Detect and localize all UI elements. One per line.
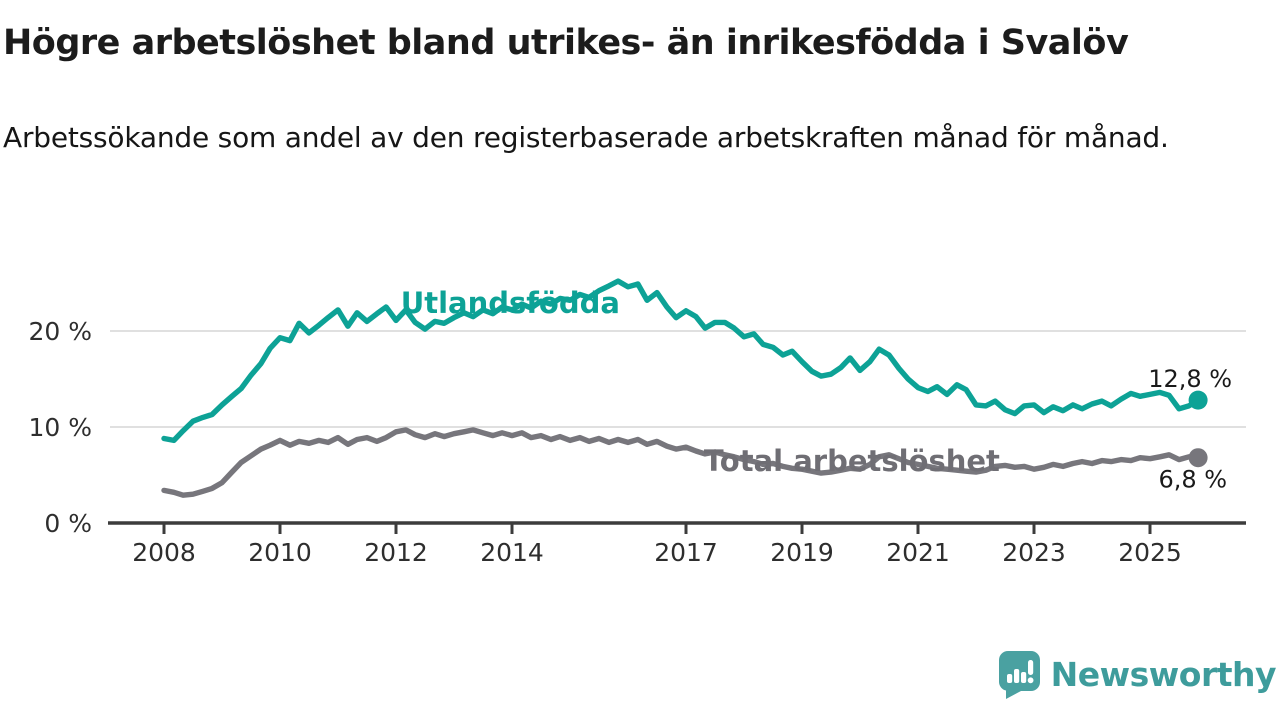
newsworthy-logo-text: Newsworthy (1050, 654, 1277, 694)
series-end-dot-utlandsfodda (1188, 390, 1208, 410)
x-tick-label: 2012 (364, 538, 428, 567)
y-tick-label: 10 % (28, 413, 92, 442)
series-inline-label: Total arbetslöshet (704, 444, 1000, 478)
series-end-value-label: 12,8 % (1148, 365, 1232, 393)
x-tick-label: 2010 (248, 538, 312, 567)
chart-subtitle: Arbetssökande som andel av den registerb… (3, 121, 1169, 154)
series-end-dot-total (1188, 448, 1208, 468)
series-inline-label: Utlandsfödda (401, 286, 620, 320)
x-tick-label: 2019 (770, 538, 834, 567)
series-line-total (161, 427, 1201, 498)
chart-title: Högre arbetslöshet bland utrikes- än inr… (3, 23, 1129, 63)
x-tick-label: 2017 (654, 538, 718, 567)
series-end-value-label: 6,8 % (1158, 466, 1227, 494)
y-tick-label: 20 % (28, 317, 92, 346)
x-tick-label: 2008 (132, 538, 196, 567)
x-tick-label: 2021 (886, 538, 950, 567)
newsworthy-logo: Newsworthy (997, 646, 1277, 702)
series-line-utlandsfodda (161, 278, 1201, 444)
newsworthy-bubble-chart-icon (998, 650, 1040, 699)
y-tick-label: 0 % (44, 509, 92, 538)
x-tick-label: 2023 (1002, 538, 1066, 567)
x-tick-label: 2014 (480, 538, 544, 567)
x-tick-label: 2025 (1118, 538, 1182, 567)
